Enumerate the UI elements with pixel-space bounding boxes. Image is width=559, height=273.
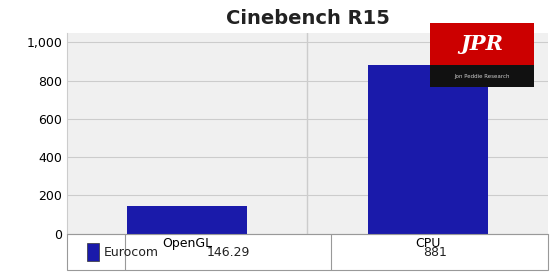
- Bar: [368, 65, 487, 234]
- Bar: [127, 206, 247, 234]
- Text: Eurocom: Eurocom: [104, 245, 159, 259]
- Bar: [430, 23, 534, 65]
- Bar: [87, 243, 100, 261]
- Title: Cinebench R15: Cinebench R15: [225, 10, 390, 28]
- Text: JPR: JPR: [461, 34, 504, 54]
- Text: Jon Peddie Research: Jon Peddie Research: [454, 74, 510, 79]
- Bar: [430, 65, 534, 87]
- Text: 881: 881: [423, 245, 447, 259]
- Text: 146.29: 146.29: [206, 245, 250, 259]
